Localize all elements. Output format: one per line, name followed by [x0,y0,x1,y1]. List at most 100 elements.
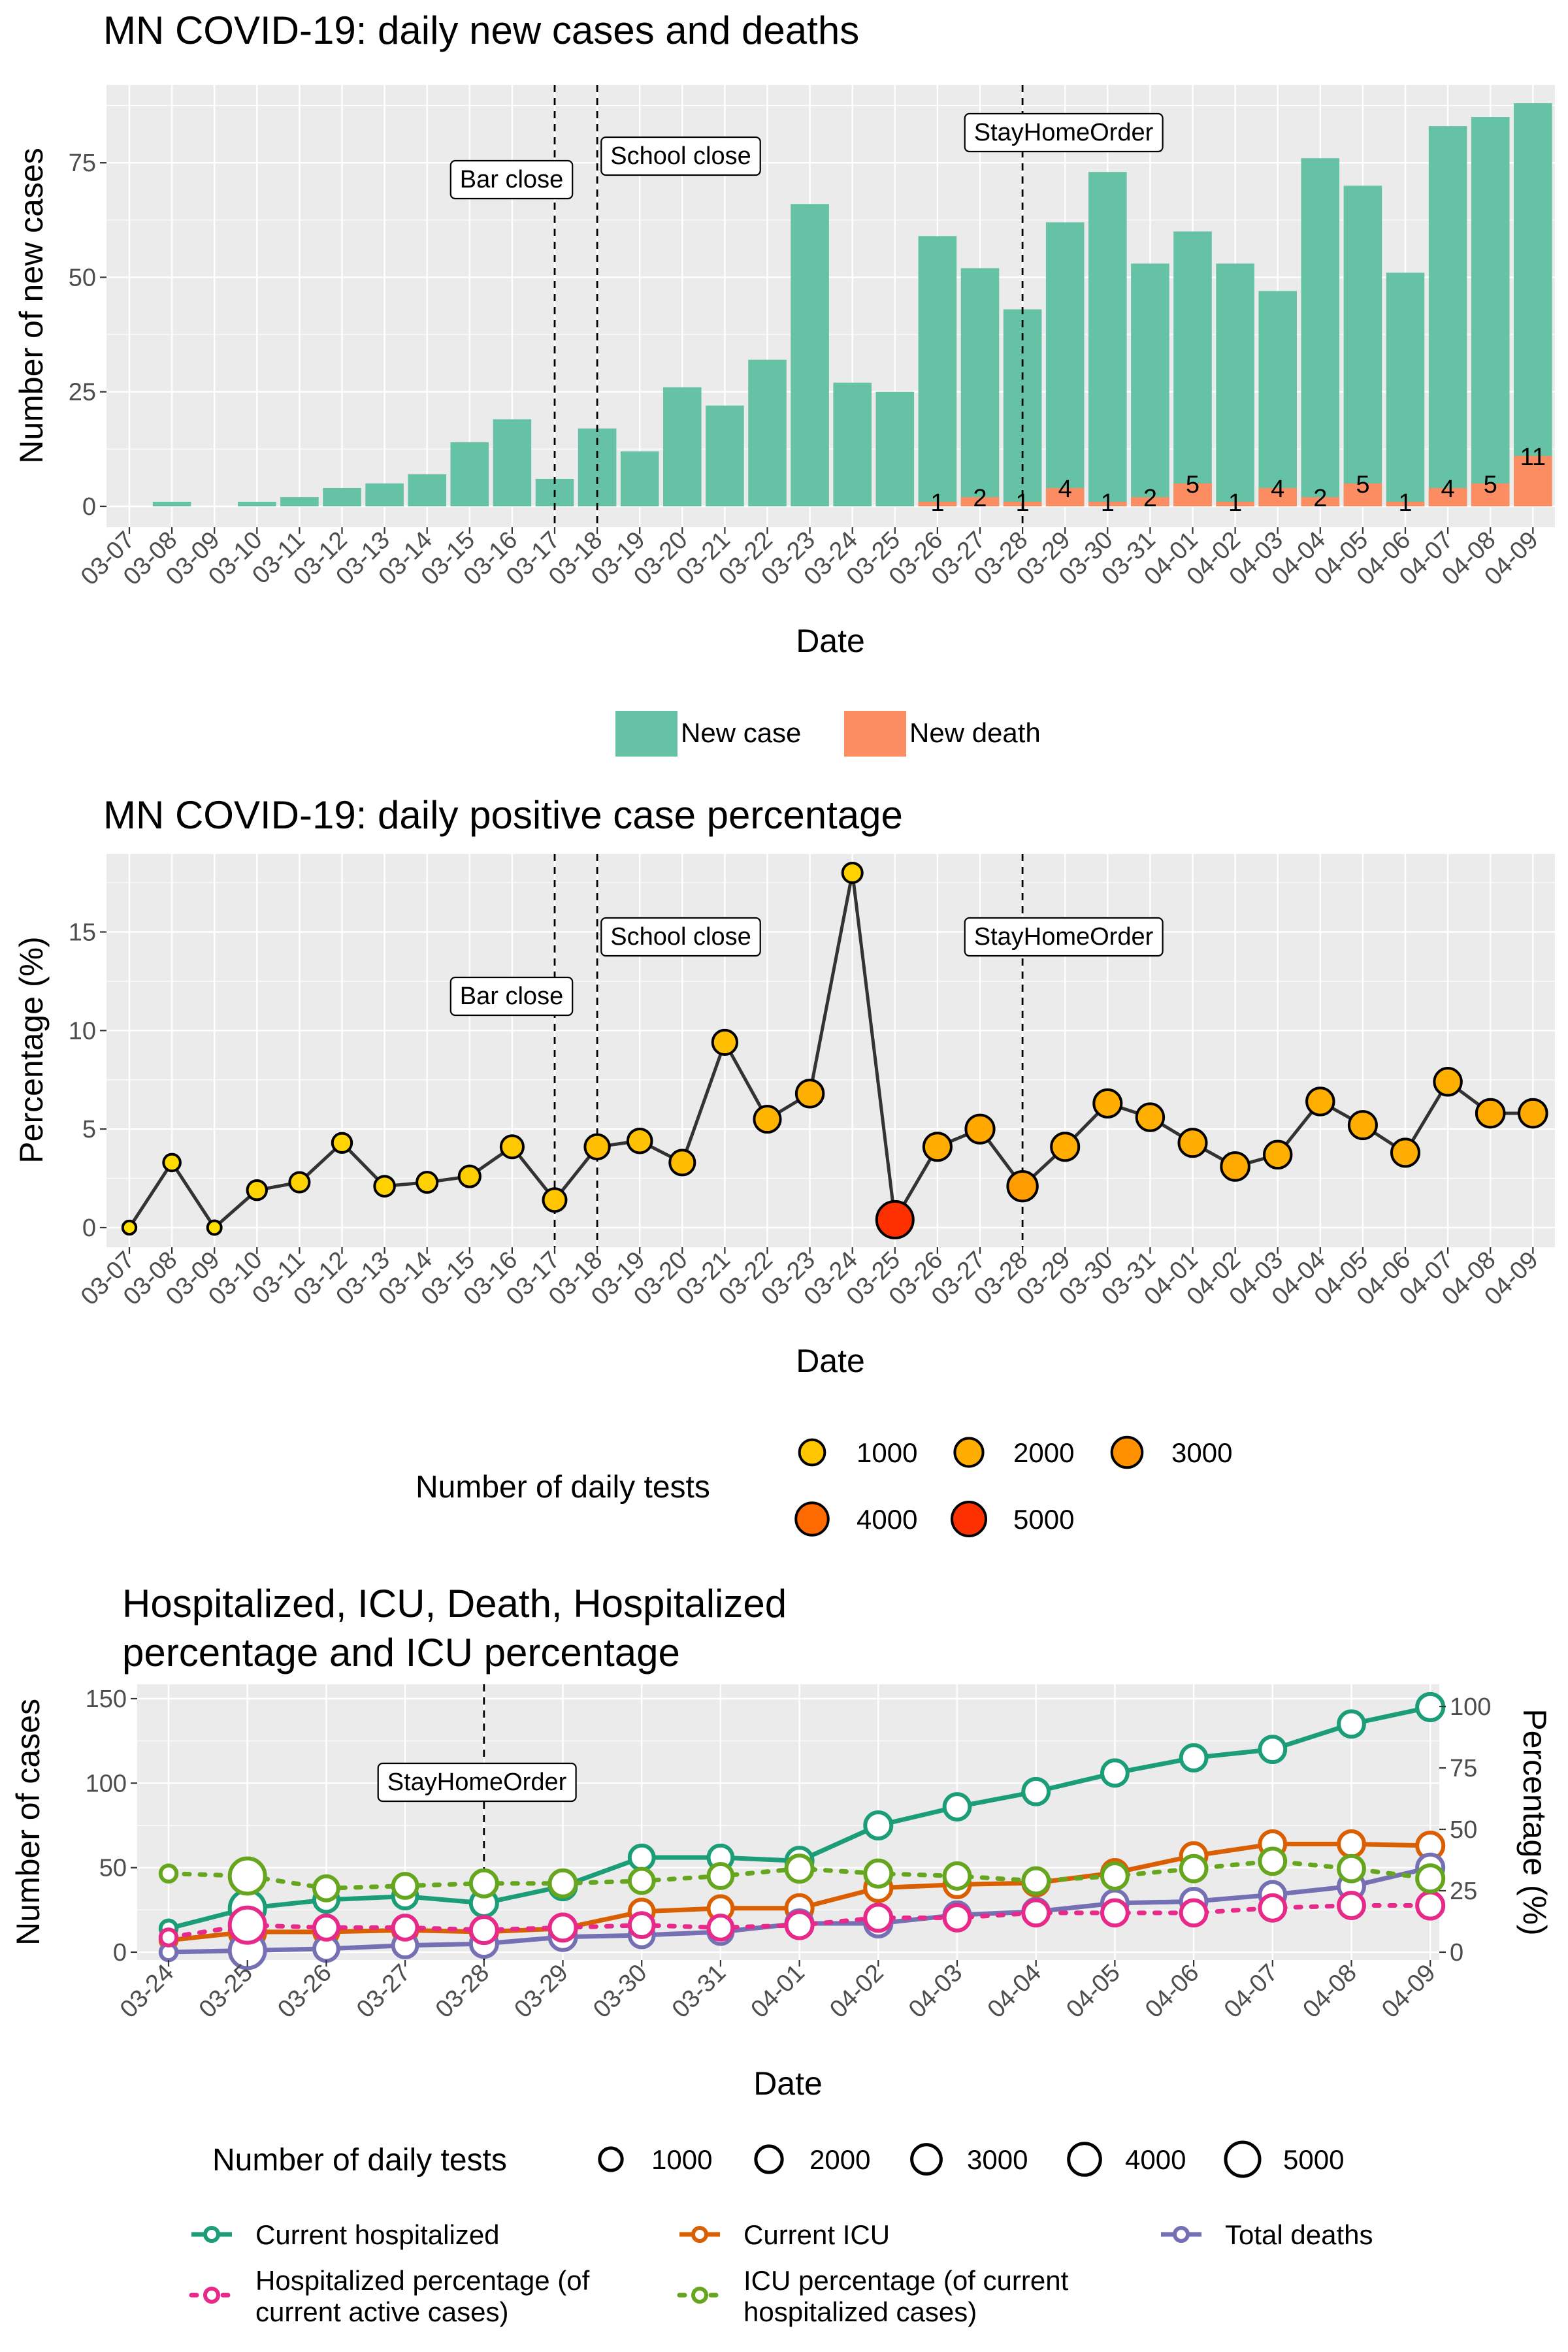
chart3-points [158,1691,1446,1970]
series-point-hospitalized-pct [1337,1891,1366,1920]
chart3-secondary-y-axis: 0 25 50 75 100 [1439,1693,1491,1967]
series-point-hospitalized [627,1843,656,1872]
series-point-hospitalized-pct [784,1910,815,1940]
new-case-bar [1343,186,1382,506]
new-case-bar [493,419,532,506]
new-case-bar [152,501,191,506]
positive-percentage-point [794,1079,825,1109]
new-case-bar [280,497,319,506]
new-case-bar [620,451,659,506]
new-case-bar [450,442,489,506]
new-case-bar [1471,117,1510,507]
series-point-hospitalized-pct [1415,1890,1446,1921]
new-case-bar [1428,126,1467,507]
c3-y-tick-label: 100 [86,1770,127,1797]
new-case-bar [706,405,744,506]
size-legend-title: Number of daily tests [212,2143,507,2178]
new-cases-chart: MN COVID-19: daily new cases and deaths … [13,8,1555,757]
positive-percentage-point [753,1105,782,1134]
positive-percentage-point [1305,1086,1335,1117]
chart2-legend: Number of daily tests 1000 2000 3000 4000 500… [416,1435,1232,1537]
series-point-hospitalized [863,1810,894,1841]
c3-y-tick-label: 150 [86,1686,127,1713]
series-legend-label-icu-pct: hospitalized cases) [743,2296,977,2327]
c1-annotation-box [964,112,1164,153]
legend-label-tests-5000: 5000 [1013,1504,1074,1535]
series-point-hospitalized-pct [1179,1898,1209,1928]
positive-percentage-point [1262,1139,1293,1170]
chart3-legend: Number of daily tests 1000 2000 3000 4000 500… [189,2140,1373,2327]
positive-percentage-point [1006,1169,1039,1203]
new-death-bar [1173,483,1212,506]
new-case-bar [1088,172,1127,506]
series-point-icu-pct [863,1858,894,1889]
positive-percentage-point [206,1219,223,1236]
legend-key-new-case [615,711,678,757]
series-point-icu-pct [391,1872,419,1900]
new-death-bar [1428,487,1467,506]
series-point-hospitalized [1100,1758,1130,1788]
positive-percentage-point [1433,1067,1463,1097]
c3-y-tick-label: 0 [113,1939,127,1967]
chart1-legend: New case New death [615,711,1041,757]
c2-annotation-label: School close [610,923,751,951]
positive-percentage-point [499,1134,525,1160]
legend-key-tests-4000 [794,1501,830,1537]
death-count-label: 1 [930,489,944,517]
new-case-bar [791,204,829,506]
positive-percentage-point [1475,1098,1506,1129]
c2-annotation-box [600,917,761,957]
new-death-bar [1216,501,1254,506]
new-death-bar [1471,483,1510,506]
positive-percentage-point [668,1149,696,1177]
positive-percentage-point [841,861,864,885]
series-point-hospitalized-pct [312,1913,340,1942]
c1-annotation-label: Bar close [460,166,563,193]
new-case-bar [1045,222,1085,506]
chart2-line [127,872,1533,1230]
chart2-x-axis-title: Date [796,1343,865,1379]
series-legend-point-hospitalized-pct [203,2287,220,2304]
chart1-annotations: Bar close School close StayHomeOrder [449,112,1164,200]
new-case-bar [1173,231,1212,506]
series-point-icu-pct [706,1862,735,1890]
series-point-icu-pct [1100,1861,1130,1891]
series-legend-point-icu [691,2226,708,2243]
positive-percentage-point [626,1127,653,1154]
c1-annotation-label: School close [610,142,751,170]
series-legend-label-icu-pct: ICU percentage (of current [743,2265,1069,2296]
new-death-bar [918,501,957,506]
series-point-icu-pct [312,1874,340,1903]
c2-y-tick-label: 15 [69,919,96,947]
new-case-bar [408,474,446,506]
series-point-icu-pct [942,1861,972,1891]
death-count-label: 4 [1058,476,1072,503]
new-case-bar [748,359,787,506]
series-legend-label-hospitalized: Current hospitalized [255,2219,500,2250]
c1-y-tick-label: 25 [69,379,96,406]
c3-y2-tick-label: 100 [1450,1693,1491,1721]
series-legend-point-hospitalized [203,2226,220,2243]
series-point-hospitalized-pct [547,1912,578,1943]
positive-percentage-point [711,1028,739,1056]
chart2-annotations: Bar close School close StayHomeOrder [449,917,1164,1017]
chart3-title-line2: percentage and ICU percentage [122,1631,680,1674]
death-count-label: 5 [1186,471,1200,498]
legend-label-tests-3000: 3000 [1171,1437,1232,1468]
c1-y-tick-label: 0 [82,493,96,521]
chart1-x-axis-title: Date [796,623,865,659]
legend-label-new-death: New death [909,717,1041,748]
positive-percentage-point [1050,1132,1081,1162]
new-case-bar [1514,103,1552,506]
size-legend-label-4000: 4000 [1125,2144,1186,2175]
series-point-icu-pct [1337,1854,1366,1884]
c3-y2-tick-label: 25 [1450,1878,1477,1905]
c2-y-tick-label: 5 [82,1116,96,1143]
series-point-hospitalized-pct [227,1905,267,1945]
death-count-label: 1 [1228,489,1242,517]
series-point-icu-pct [1415,1863,1446,1894]
new-case-bar [833,382,872,506]
series-point-hospitalized-pct [391,1913,419,1942]
death-count-label: 1 [1101,489,1115,517]
